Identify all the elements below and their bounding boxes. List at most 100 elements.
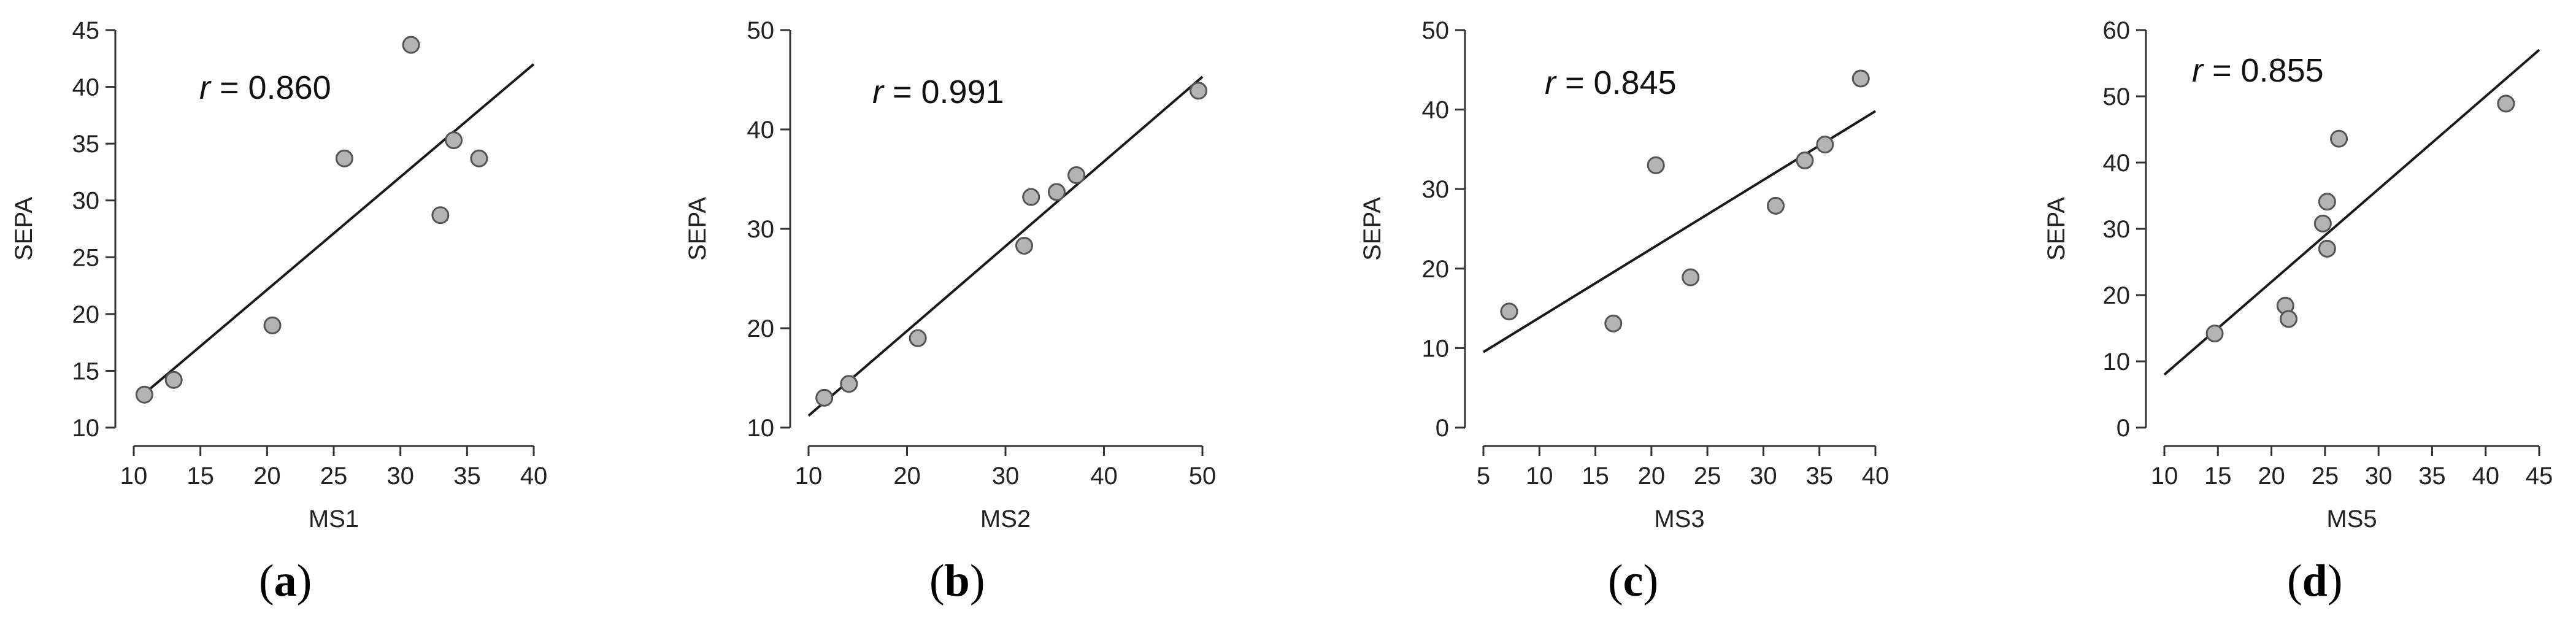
data-point: [470, 149, 488, 167]
x-tick-label: 40: [2472, 463, 2499, 490]
x-tick-label: 40: [1862, 463, 1890, 490]
data-point: [135, 385, 153, 404]
panel-letter-close-paren: ): [2327, 556, 2343, 606]
panel-letter: (d): [2287, 555, 2342, 607]
x-tick-label: 30: [2365, 463, 2393, 490]
x-axis-label: MS3: [1654, 506, 1704, 533]
regression-line: [807, 75, 1204, 417]
correlation-variable: r: [199, 69, 212, 106]
correlation-value: = 0.845: [1556, 64, 1677, 101]
x-tick-label: 25: [1694, 463, 1721, 490]
data-point: [1047, 183, 1066, 201]
x-tick-label: 40: [520, 463, 548, 490]
data-point: [431, 206, 450, 225]
x-tick-label: 30: [992, 463, 1020, 490]
data-point: [1015, 237, 1033, 255]
x-tick-label: 35: [453, 463, 481, 490]
chart-panel-a: 10 15 20 25 30 35 40 45 10 15 20 25 30 35 40 MS1 SEPA r =…: [10, 17, 548, 533]
data-point: [1067, 166, 1086, 185]
panel-letter-text: c: [1623, 556, 1644, 606]
correlation-value: = 0.855: [2203, 52, 2324, 89]
data-point: [1604, 314, 1623, 333]
x-tick-label: 5: [1477, 463, 1490, 490]
panel-letter-close-paren: ): [1643, 556, 1659, 606]
chart-panel-b: 10 20 30 40 50 10 20 30 40 50 MS2 SEPA r = 0.991: [684, 17, 1217, 533]
panel-letter-close-paren: ): [969, 556, 985, 606]
data-point: [1767, 196, 1785, 215]
data-point: [909, 329, 927, 347]
data-point: [2313, 214, 2332, 233]
correlation-variable: r: [872, 74, 885, 110]
y-tick-label: 45: [72, 17, 100, 44]
panel-letter: (b): [929, 555, 985, 607]
y-axis-label: SEPA: [2043, 197, 2070, 261]
data-point: [2318, 239, 2336, 258]
y-tick-label: 0: [1436, 415, 1449, 442]
correlation-value: = 0.991: [883, 74, 1004, 110]
x-tick-label: 10: [1526, 463, 1553, 490]
correlation-label: r = 0.860: [199, 69, 331, 106]
data-point: [1647, 156, 1665, 174]
x-tick-label: 15: [186, 463, 214, 490]
panel-letter: (c): [1608, 555, 1658, 607]
regression-line: [139, 63, 535, 398]
x-tick-label: 50: [1189, 463, 1217, 490]
data-point: [335, 149, 353, 167]
x-tick-label: 30: [386, 463, 414, 490]
data-point: [263, 316, 282, 334]
regression-line: [2163, 48, 2540, 376]
data-point: [1816, 136, 1834, 154]
x-tick-label: 20: [2258, 463, 2285, 490]
y-tick-label: 40: [2103, 150, 2131, 177]
data-point: [1022, 188, 1040, 206]
x-tick-label: 15: [1582, 463, 1609, 490]
y-tick-label: 40: [747, 117, 775, 144]
data-point: [1190, 82, 1208, 100]
panel-letter-text: b: [944, 556, 970, 606]
y-tick-label: 15: [72, 358, 100, 385]
panel-letter-text: a: [274, 556, 297, 606]
y-tick-label: 50: [747, 17, 775, 44]
correlation-label: r = 0.991: [872, 74, 1004, 110]
y-tick-label: 30: [2103, 216, 2131, 243]
data-point: [2330, 129, 2348, 148]
y-tick-label: 60: [2103, 17, 2131, 44]
y-tick-label: 40: [1422, 97, 1450, 124]
y-tick-label: 30: [1422, 176, 1450, 203]
panel-letter-text: d: [2302, 556, 2328, 606]
data-point: [1500, 302, 1518, 321]
x-tick-label: 10: [120, 463, 148, 490]
panel-letter: (a): [259, 555, 312, 607]
data-point: [445, 131, 463, 150]
data-point: [2280, 310, 2298, 328]
data-point: [2497, 94, 2515, 113]
x-tick-label: 10: [795, 463, 823, 490]
correlation-value: = 0.860: [210, 69, 331, 106]
y-tick-label: 25: [72, 244, 100, 271]
x-tick-label: 20: [893, 463, 921, 490]
data-point: [164, 371, 183, 389]
data-point: [1796, 152, 1814, 170]
y-tick-label: 40: [72, 74, 100, 101]
panel-letter-open-paren: (: [929, 556, 945, 606]
x-tick-label: 20: [1638, 463, 1666, 490]
y-tick-label: 50: [2103, 83, 2131, 110]
panel-letter-open-paren: (: [259, 556, 274, 606]
chart-panel-d: 0 10 20 30 40 50 60 10 15 20 25 30 35 40 45 MS5 SEPA r = …: [2043, 17, 2553, 533]
regression-line: [1482, 110, 1877, 353]
y-tick-label: 20: [1422, 256, 1450, 283]
x-tick-label: 25: [2312, 463, 2339, 490]
y-tick-label: 30: [72, 188, 100, 215]
correlation-variable: r: [1545, 64, 1557, 101]
y-tick-label: 20: [72, 301, 100, 328]
correlation-variable: r: [2192, 52, 2204, 89]
x-tick-label: 35: [2418, 463, 2446, 490]
data-point: [1682, 268, 1700, 287]
correlation-label: r = 0.855: [2192, 52, 2324, 89]
panel-letter-open-paren: (: [2287, 556, 2302, 606]
data-point: [2318, 193, 2336, 211]
x-tick-label: 35: [1805, 463, 1833, 490]
chart-panel-c: 0 10 20 30 40 50 5 10 15 20 25 30 35 40 MS3 SEPA r = 0.8…: [1359, 17, 1890, 533]
y-tick-label: 20: [747, 315, 775, 342]
